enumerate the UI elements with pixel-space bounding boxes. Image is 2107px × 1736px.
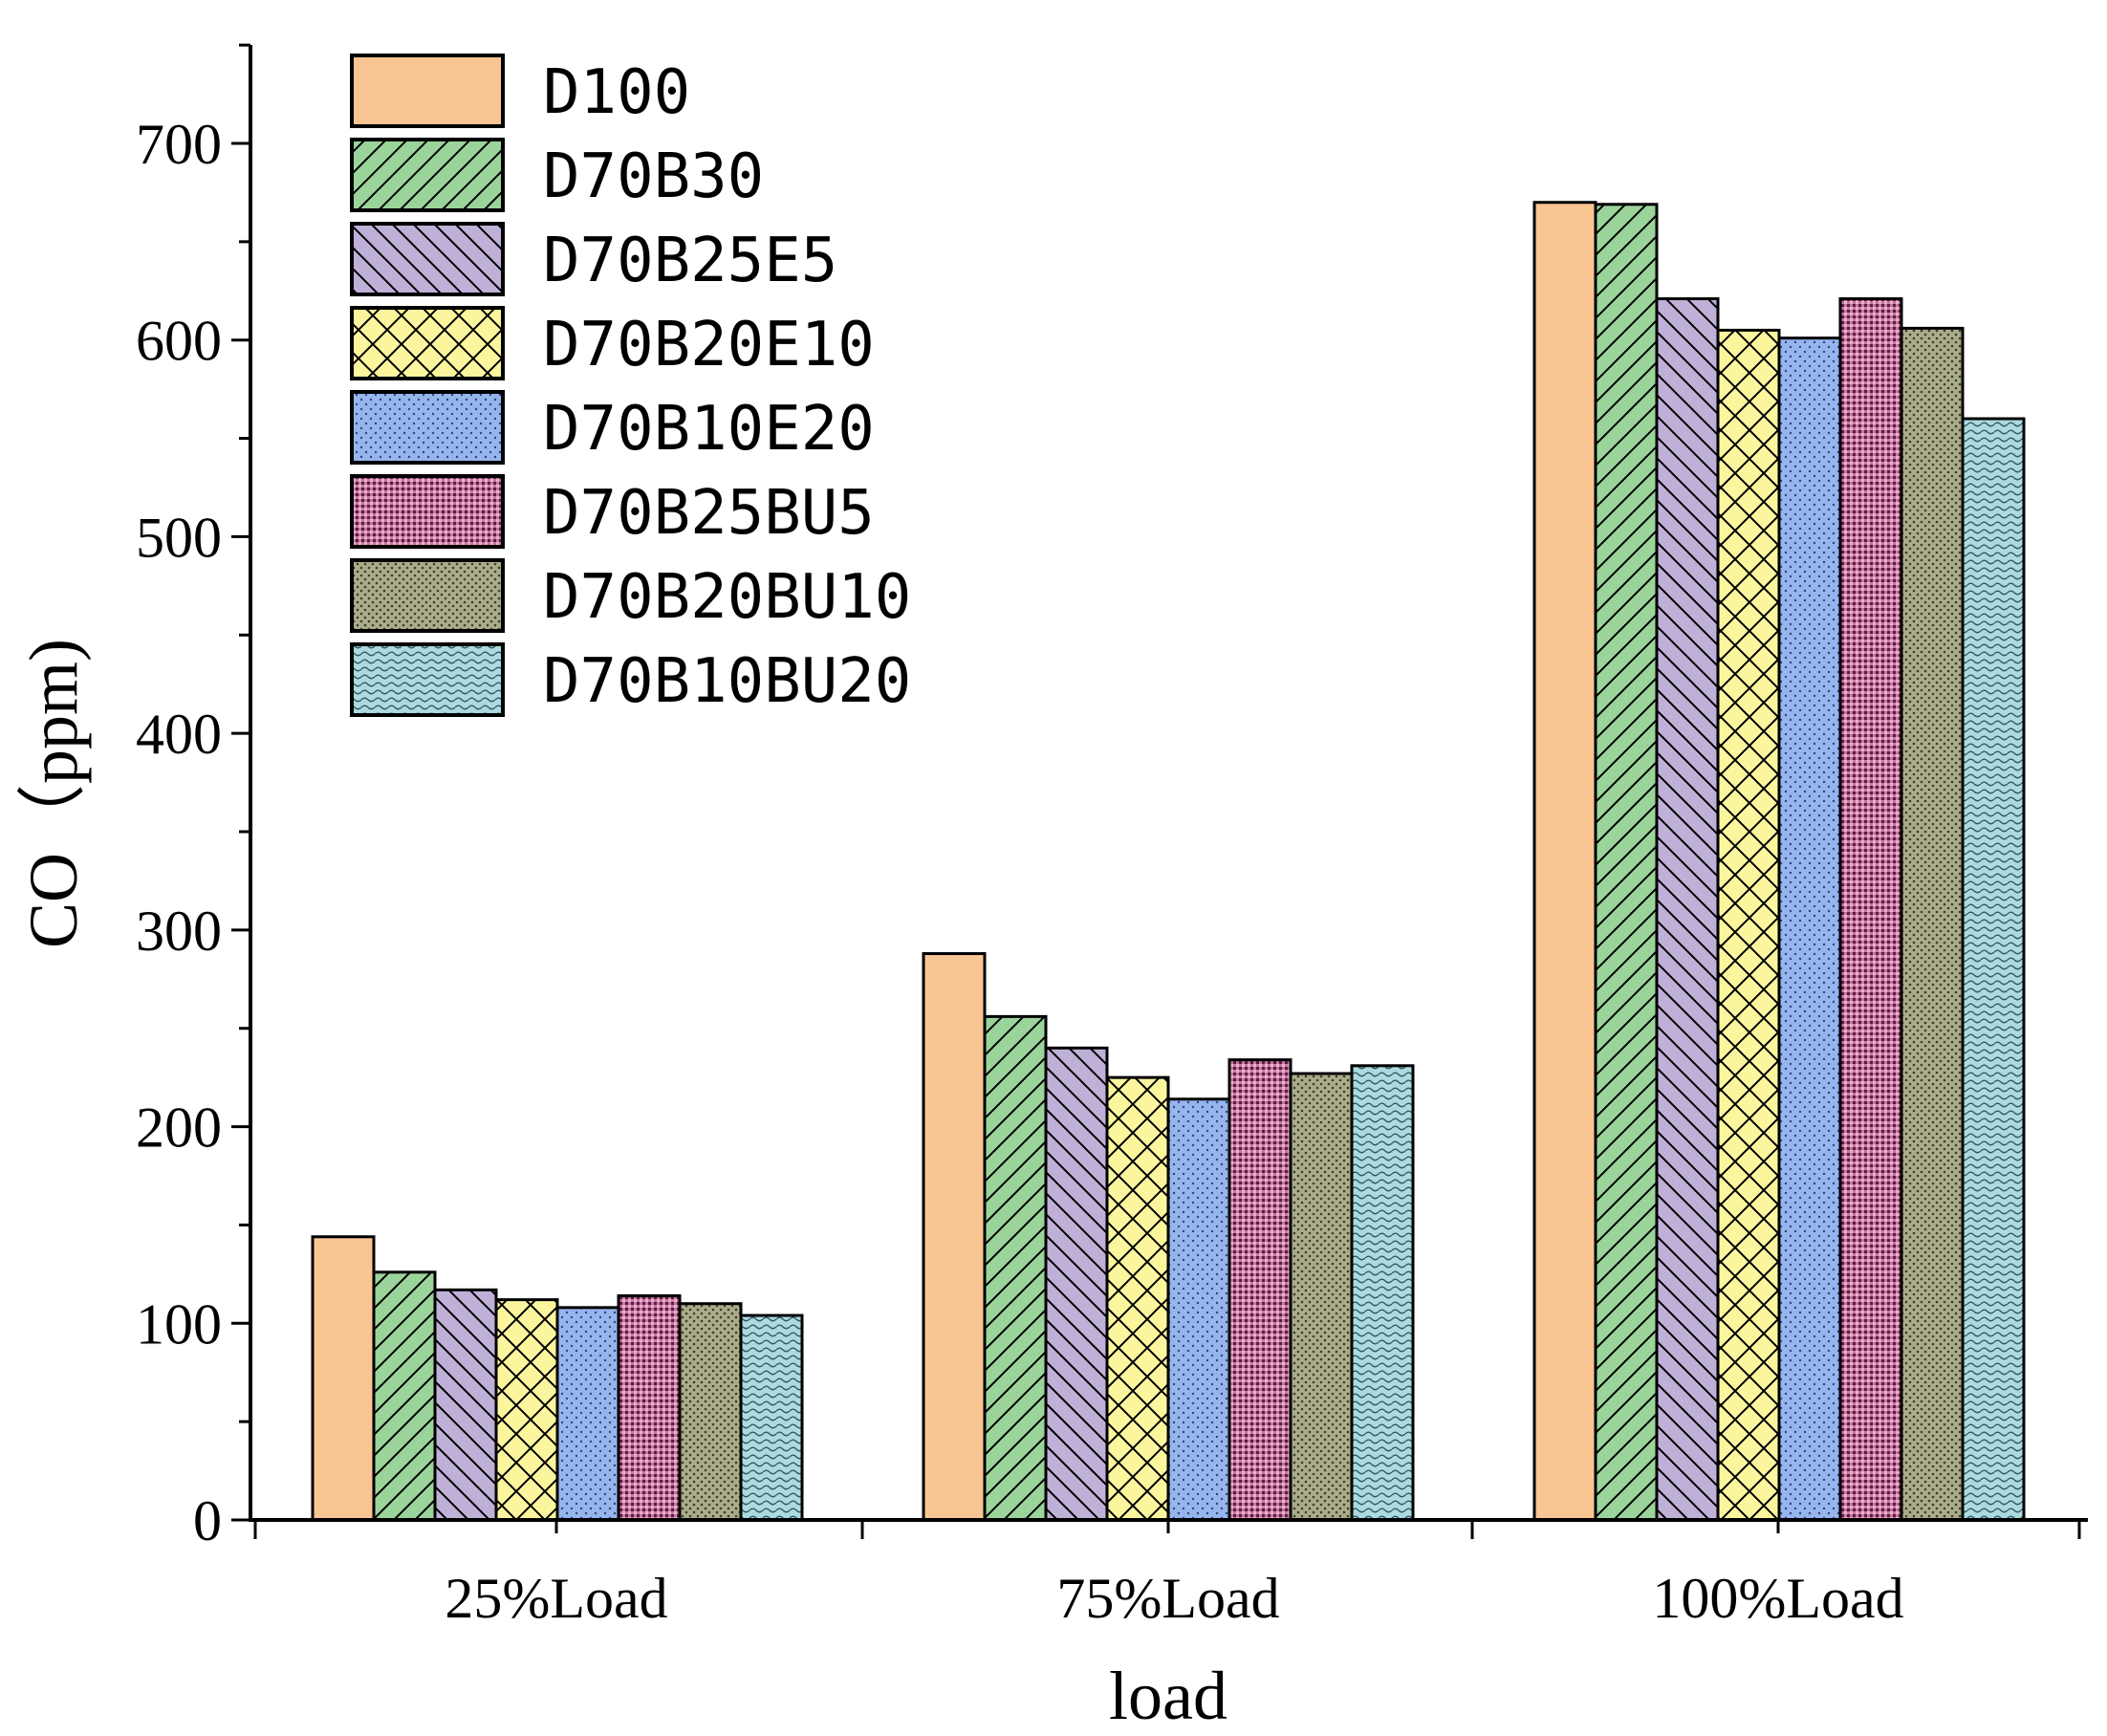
y-tick-label: 100 (136, 1292, 222, 1356)
bar-D70B10E20-75%Load (1166, 1097, 1231, 1522)
legend-swatch-D70B10E20 (350, 390, 505, 465)
y-tick-label: 200 (136, 1096, 222, 1160)
bar-D70B20E10-100%Load (1716, 328, 1781, 1522)
legend-label-D100: D100 (543, 57, 690, 128)
legend-label-D70B10E20: D70B10E20 (543, 394, 875, 465)
bar-D100-75%Load (922, 952, 987, 1522)
y-tick-label: 600 (136, 310, 222, 373)
x-tick-label: 100%Load (1652, 1567, 1903, 1630)
bar-D70B20BU10-75%Load (1289, 1072, 1354, 1522)
y-tick-label: 700 (136, 113, 222, 176)
x-tick-label: 75%Load (1056, 1567, 1279, 1630)
legend-swatch-D70B20E10 (350, 306, 505, 380)
bar-D70B25BU5-100%Load (1838, 297, 1903, 1522)
legend-swatch-D70B30 (350, 138, 505, 212)
legend-swatch-D70B20BU10 (350, 558, 505, 633)
legend-swatch-D70B25E5 (350, 222, 505, 296)
bar-D70B10BU20-25%Load (739, 1313, 804, 1522)
bar-D100-25%Load (311, 1235, 376, 1522)
y-tick-label: 300 (136, 900, 222, 963)
y-tick-label: 400 (136, 703, 222, 766)
x-tick-label: 25%Load (445, 1567, 667, 1630)
bar-D70B30-75%Load (983, 1014, 1048, 1522)
bar-D70B25BU5-25%Load (617, 1293, 682, 1522)
bar-D70B10E20-25%Load (555, 1306, 620, 1522)
bar-D100-100%Load (1532, 201, 1597, 1522)
y-tick-label: 500 (136, 506, 222, 569)
legend-swatch-D70B10BU20 (350, 642, 505, 717)
bar-D70B20E10-75%Load (1105, 1075, 1170, 1522)
legend-label-D70B20E10: D70B20E10 (543, 310, 875, 380)
axes-layer: 0 100 200 300 400 500 600 700 25%Load 75%Load 100%… (136, 43, 2088, 1630)
y-tick-label: 0 (193, 1489, 222, 1552)
bar-D70B30-25%Load (372, 1270, 437, 1522)
legend-swatch-D70B25BU5 (350, 474, 505, 549)
bar-D70B25BU5-75%Load (1227, 1058, 1292, 1522)
bar-D70B10BU20-75%Load (1350, 1064, 1415, 1522)
bar-D70B25E5-100%Load (1655, 297, 1720, 1522)
legend-swatch-D100 (350, 54, 505, 128)
legend: D100 D70B30 D70B25E5 D70B20E10 D70B10E20 D70B… (350, 54, 911, 717)
x-axis-title: load (1109, 1658, 1227, 1734)
legend-label-D70B10BU20: D70B10BU20 (543, 646, 911, 717)
legend-label-D70B30: D70B30 (543, 141, 764, 212)
bar-D70B20BU10-25%Load (678, 1302, 743, 1522)
legend-label-D70B25BU5: D70B25BU5 (543, 478, 875, 549)
legend-label-D70B20BU10: D70B20BU10 (543, 562, 911, 633)
y-axis-title: CO（ppm) (15, 639, 92, 948)
bar-D70B20BU10-100%Load (1900, 326, 1965, 1522)
bar-D70B25E5-25%Load (433, 1288, 498, 1522)
bar-D70B25E5-75%Load (1044, 1046, 1109, 1522)
bar-D70B10BU20-100%Load (1961, 417, 2026, 1522)
bars-layer (311, 201, 2026, 1522)
legend-label-D70B25E5: D70B25E5 (543, 226, 837, 296)
bar-D70B20E10-25%Load (494, 1298, 559, 1522)
bar-D70B30-100%Load (1594, 203, 1659, 1522)
bar-D70B10E20-100%Load (1777, 336, 1842, 1522)
